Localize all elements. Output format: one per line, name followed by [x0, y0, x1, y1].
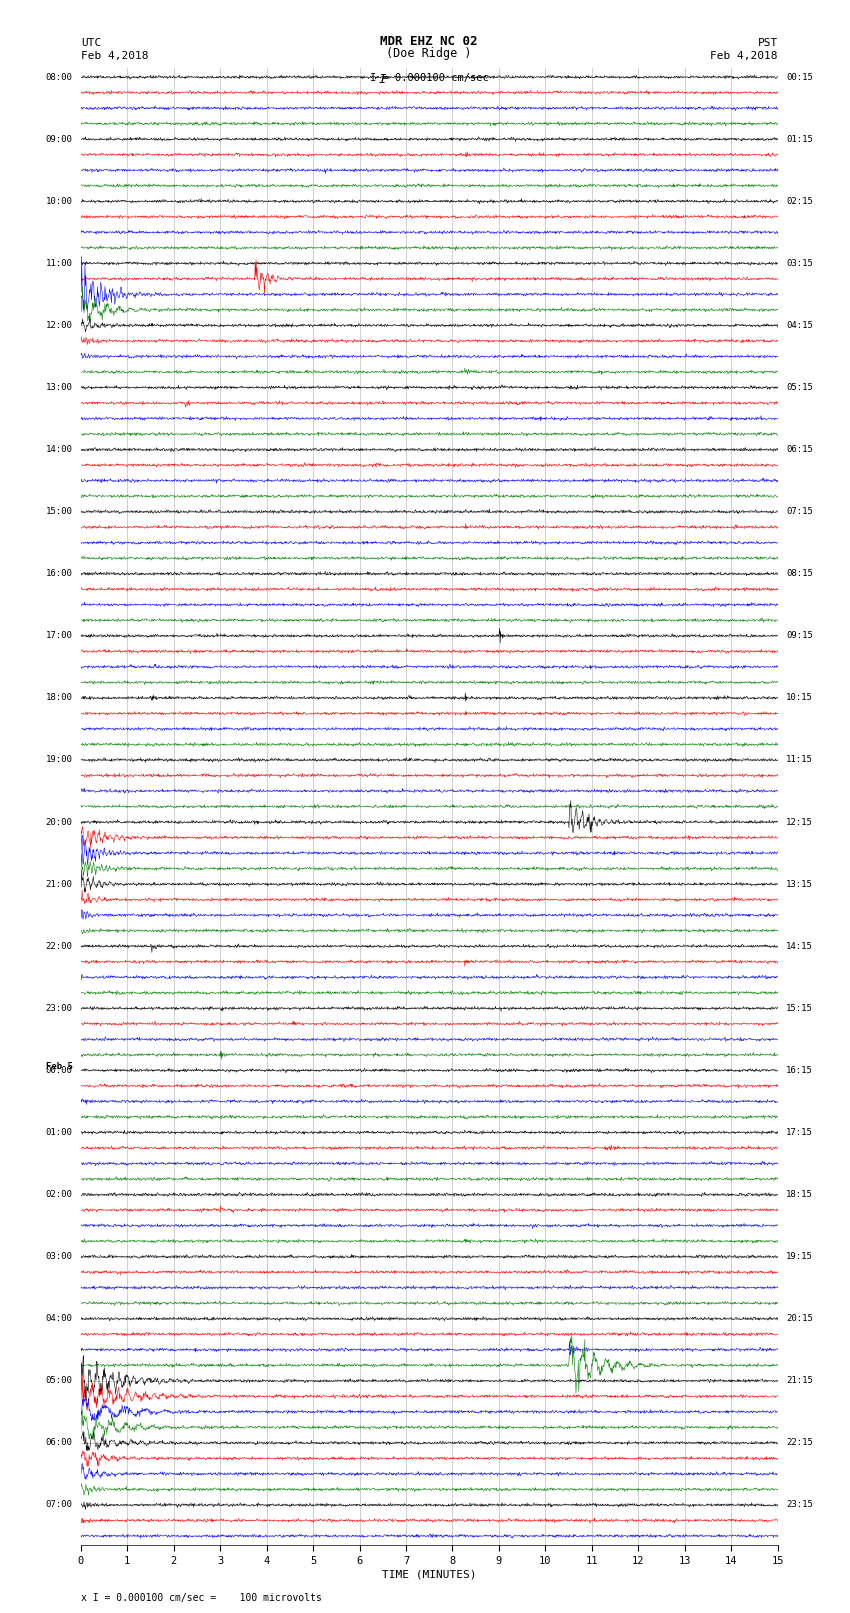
Text: 00:15: 00:15 — [786, 73, 813, 82]
X-axis label: TIME (MINUTES): TIME (MINUTES) — [382, 1569, 477, 1579]
Text: 10:00: 10:00 — [46, 197, 72, 206]
Text: 16:15: 16:15 — [786, 1066, 813, 1074]
Text: 10:15: 10:15 — [786, 694, 813, 702]
Text: 13:15: 13:15 — [786, 879, 813, 889]
Text: 23:00: 23:00 — [46, 1003, 72, 1013]
Text: x I = 0.000100 cm/sec =    100 microvolts: x I = 0.000100 cm/sec = 100 microvolts — [81, 1594, 321, 1603]
Text: 08:00: 08:00 — [46, 73, 72, 82]
Text: Feb 4,2018: Feb 4,2018 — [711, 52, 778, 61]
Text: 15:00: 15:00 — [46, 506, 72, 516]
Text: 12:15: 12:15 — [786, 818, 813, 826]
Text: 13:00: 13:00 — [46, 382, 72, 392]
Text: Feb 4,2018: Feb 4,2018 — [81, 52, 148, 61]
Text: (Doe Ridge ): (Doe Ridge ) — [387, 47, 472, 60]
Text: 11:15: 11:15 — [786, 755, 813, 765]
Text: 07:00: 07:00 — [46, 1500, 72, 1510]
Text: 01:15: 01:15 — [786, 134, 813, 144]
Text: UTC: UTC — [81, 39, 101, 48]
Text: 04:15: 04:15 — [786, 321, 813, 331]
Text: 12:00: 12:00 — [46, 321, 72, 331]
Text: 18:00: 18:00 — [46, 694, 72, 702]
Text: 08:15: 08:15 — [786, 569, 813, 577]
Text: 06:00: 06:00 — [46, 1439, 72, 1447]
Text: Feb 5: Feb 5 — [46, 1061, 72, 1071]
Text: 04:00: 04:00 — [46, 1315, 72, 1323]
Text: 18:15: 18:15 — [786, 1190, 813, 1198]
Text: 14:15: 14:15 — [786, 942, 813, 950]
Text: 19:00: 19:00 — [46, 755, 72, 765]
Text: 16:00: 16:00 — [46, 569, 72, 577]
Text: 17:15: 17:15 — [786, 1127, 813, 1137]
Text: 11:00: 11:00 — [46, 258, 72, 268]
Text: 02:15: 02:15 — [786, 197, 813, 206]
Text: 22:00: 22:00 — [46, 942, 72, 950]
Text: 20:00: 20:00 — [46, 818, 72, 826]
Text: 05:15: 05:15 — [786, 382, 813, 392]
Text: 23:15: 23:15 — [786, 1500, 813, 1510]
Text: 20:15: 20:15 — [786, 1315, 813, 1323]
Text: 09:15: 09:15 — [786, 631, 813, 640]
Text: 03:15: 03:15 — [786, 258, 813, 268]
Text: 19:15: 19:15 — [786, 1252, 813, 1261]
Text: 14:00: 14:00 — [46, 445, 72, 453]
Text: MDR EHZ NC 02: MDR EHZ NC 02 — [381, 35, 478, 48]
Text: 15:15: 15:15 — [786, 1003, 813, 1013]
Text: 17:00: 17:00 — [46, 631, 72, 640]
Text: 21:15: 21:15 — [786, 1376, 813, 1386]
Text: 00:00: 00:00 — [46, 1066, 72, 1074]
Text: 09:00: 09:00 — [46, 134, 72, 144]
Text: I: I — [379, 73, 386, 85]
Text: 21:00: 21:00 — [46, 879, 72, 889]
Text: 02:00: 02:00 — [46, 1190, 72, 1198]
Text: I = 0.000100 cm/sec: I = 0.000100 cm/sec — [370, 73, 489, 82]
Text: 07:15: 07:15 — [786, 506, 813, 516]
Text: 03:00: 03:00 — [46, 1252, 72, 1261]
Text: 05:00: 05:00 — [46, 1376, 72, 1386]
Text: PST: PST — [757, 39, 778, 48]
Text: 22:15: 22:15 — [786, 1439, 813, 1447]
Text: 06:15: 06:15 — [786, 445, 813, 453]
Text: 01:00: 01:00 — [46, 1127, 72, 1137]
